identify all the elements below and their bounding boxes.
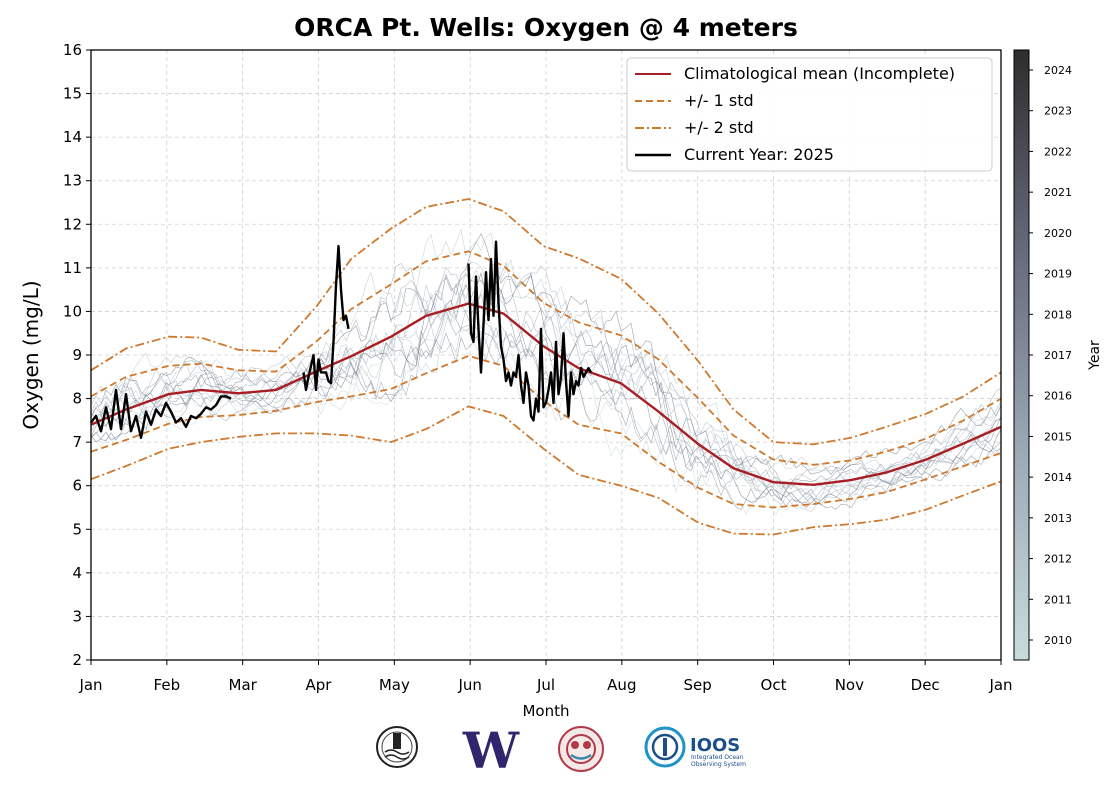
y-tick-label: 4 — [72, 564, 82, 582]
series-lines — [90, 198, 1002, 536]
colorbar-tick-label: 2019 — [1044, 268, 1072, 281]
x-tick-label: Dec — [911, 676, 940, 694]
year-trace — [90, 308, 1002, 501]
std1-line — [90, 250, 1002, 466]
y-tick-label: 9 — [72, 346, 82, 364]
y-tick-label: 11 — [63, 259, 82, 277]
y-tick-label: 10 — [63, 302, 82, 320]
y-tick-label: 12 — [63, 215, 82, 233]
legend-label: +/- 2 std — [684, 118, 754, 137]
x-tick-label: Feb — [154, 676, 181, 694]
year-trace — [90, 228, 1002, 484]
year-trace — [90, 266, 1002, 505]
y-tick-label: 15 — [63, 85, 82, 103]
colorbar-tick-label: 2011 — [1044, 593, 1072, 606]
uw-logo: W — [462, 721, 520, 780]
y-tick-label: 13 — [63, 172, 82, 190]
y-tick-label: 3 — [72, 607, 82, 625]
colorbar-tick-label: 2015 — [1044, 430, 1072, 443]
y-tick-label: 2 — [72, 651, 82, 669]
colorbar-tick-label: 2014 — [1044, 471, 1072, 484]
year-trace — [90, 261, 1002, 490]
seal-logo — [376, 726, 418, 768]
y-axis: 2 3 4 5 6 7 8 9 10 11 12 13 14 15 16 — [63, 41, 91, 669]
x-axis-label: Month — [522, 702, 569, 720]
historical-year-lines — [90, 228, 1002, 515]
colorbar-tick-label: 2012 — [1044, 553, 1072, 566]
year-trace — [90, 276, 1002, 512]
x-tick-label: Jun — [457, 676, 481, 694]
y-tick-label: 6 — [72, 477, 82, 495]
colorbar-label: Year — [1087, 340, 1103, 371]
y-tick-label: 7 — [72, 433, 82, 451]
colorbar-tick-label: 2016 — [1044, 390, 1072, 403]
ioos-logo: IOOS Integrated Ocean Observing System — [644, 726, 746, 768]
x-tick-label: Aug — [607, 676, 636, 694]
chart-title: ORCA Pt. Wells: Oxygen @ 4 meters — [294, 13, 798, 42]
std2-line — [90, 405, 1002, 536]
x-tick-label: Jul — [536, 676, 555, 694]
colorbar-tick-label: 2020 — [1044, 227, 1072, 240]
x-tick-label: Jan — [78, 676, 102, 694]
year-trace — [90, 283, 1002, 501]
footer-logos: W IOOS Integrated Ocean Observing System — [376, 721, 746, 780]
current-year-line — [302, 244, 350, 392]
climatological-mean-line — [90, 302, 1002, 487]
year-trace — [90, 332, 1002, 510]
colorbar-tick-label: 2022 — [1044, 145, 1072, 158]
x-tick-label: May — [379, 676, 410, 694]
x-tick-label: Sep — [684, 676, 712, 694]
x-tick-label: Oct — [761, 676, 787, 694]
x-axis: Jan Feb Mar Apr May Jun Jul Aug Sep Oct Nov Dec Jan — [78, 660, 1013, 694]
colorbar-tick-label: 2021 — [1044, 186, 1072, 199]
y-tick-label: 16 — [63, 41, 82, 59]
colorbar-tick-label: 2023 — [1044, 105, 1072, 118]
x-tick-label: Jan — [988, 676, 1012, 694]
y-tick-label: 14 — [63, 128, 82, 146]
legend-label: +/- 1 std — [684, 91, 754, 110]
legend-box — [626, 57, 993, 172]
colorbar-tick-label: 2017 — [1044, 349, 1072, 362]
y-axis-label: Oxygen (mg/L) — [19, 280, 43, 429]
colorbar-strip — [1013, 49, 1030, 661]
colorbar-tick-label: 2018 — [1044, 308, 1072, 321]
legend-label: Current Year: 2025 — [684, 145, 834, 164]
x-tick-label: Apr — [306, 676, 333, 694]
current-year-line — [467, 240, 593, 422]
year-trace — [90, 273, 1002, 500]
ioos-subtitle-1: Integrated Ocean — [691, 754, 744, 761]
native-art-logo — [558, 726, 604, 772]
colorbar-tick-label: 2024 — [1044, 64, 1072, 77]
ioos-wordmark: IOOS — [690, 735, 740, 756]
ioos-subtitle-2: Observing System — [691, 761, 746, 768]
x-tick-label: Mar — [229, 676, 258, 694]
year-colorbar: Year 2010 2011 2012 2013 2014 2015 2016 2017 201… — [1013, 49, 1103, 661]
year-trace — [90, 315, 1002, 515]
legend: Climatological mean (Incomplete) +/- 1 st… — [626, 57, 993, 172]
y-tick-label: 8 — [72, 390, 82, 408]
std2-line — [90, 198, 1002, 446]
colorbar-tick-label: 2010 — [1044, 634, 1072, 647]
year-trace — [90, 262, 1002, 496]
colorbar-tick-label: 2013 — [1044, 512, 1072, 525]
x-tick-label: Nov — [835, 676, 864, 694]
current-year-line — [90, 388, 232, 439]
std1-line — [90, 354, 1002, 509]
y-tick-label: 5 — [72, 520, 82, 538]
legend-label: Climatological mean (Incomplete) — [684, 64, 955, 83]
